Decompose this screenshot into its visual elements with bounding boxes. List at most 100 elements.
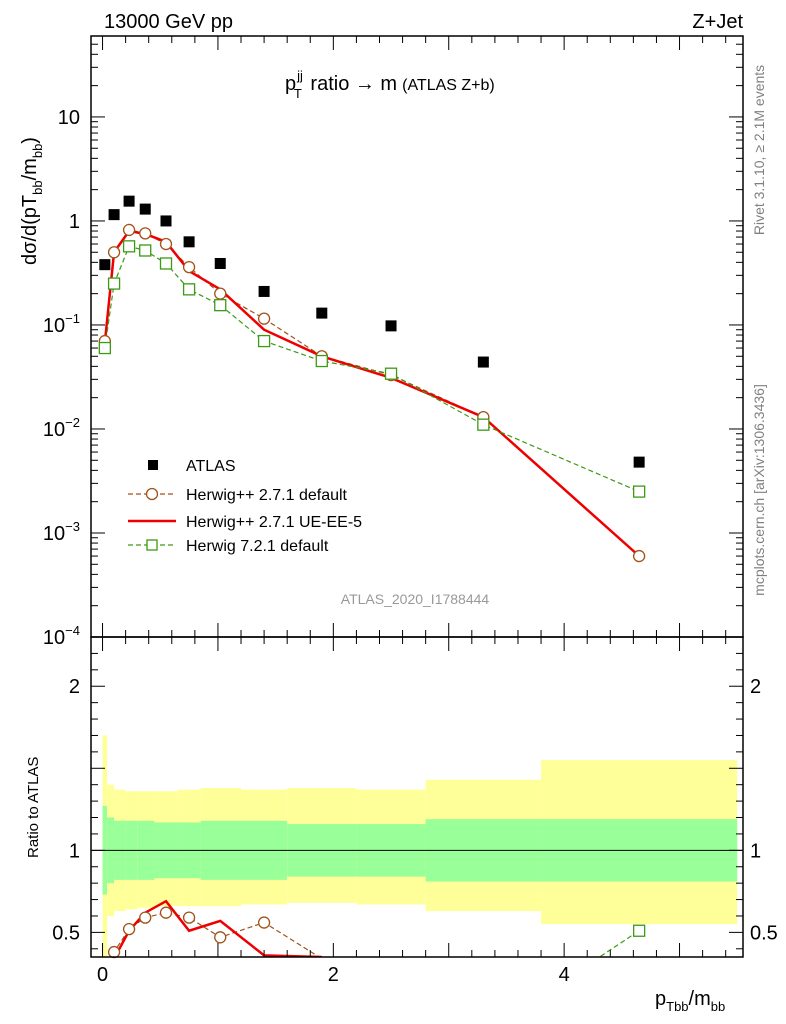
data-point-circle bbox=[182, 911, 196, 924]
xlabel-sub: Tbb bbox=[666, 999, 688, 1014]
y-tick-label-base: 10 bbox=[43, 523, 65, 545]
y-tick-label-ratio: 1 bbox=[69, 840, 80, 862]
y-tick-label-exp: −2 bbox=[65, 415, 80, 430]
data-point-circle bbox=[107, 246, 121, 259]
ylabel-main-close: ) bbox=[19, 137, 41, 144]
side-label-bottom: mcplots.cern.ch [arXiv:1306.3436] bbox=[751, 384, 767, 596]
panel-title-small: (ATLAS Z+b) bbox=[402, 77, 495, 94]
series-line-main bbox=[104, 229, 640, 557]
series-line-main bbox=[104, 245, 640, 493]
y-tick-label-ratio: 2 bbox=[69, 676, 80, 698]
panel-title-sub: T bbox=[294, 86, 302, 101]
data-point-square bbox=[107, 277, 121, 290]
legend-marker-herwig271-default bbox=[145, 487, 159, 501]
legend-item-herwig721-default: Herwig 7.2.1 default bbox=[128, 538, 329, 555]
legend-item-herwig271-default: Herwig++ 2.7.1 default bbox=[128, 487, 348, 504]
ylabel-main-a: dσ/d(pT bbox=[19, 195, 41, 265]
data-point-atlas bbox=[385, 320, 397, 332]
data-point-atlas bbox=[139, 203, 151, 215]
x-tick-label: 2 bbox=[328, 964, 339, 986]
panel-title-rest: ratio → m bbox=[305, 73, 397, 95]
data-point-circle bbox=[257, 312, 271, 325]
data-point-circle bbox=[159, 237, 173, 251]
y-tick-label-exp: −3 bbox=[65, 519, 80, 534]
data-point-atlas bbox=[214, 257, 226, 269]
y-tick-label-main: 10−4 bbox=[43, 623, 80, 649]
data-point-square bbox=[122, 240, 136, 253]
panel-title-p: p bbox=[285, 73, 296, 95]
data-point-atlas bbox=[183, 236, 195, 248]
y-tick-label-main: 10−3 bbox=[43, 519, 80, 545]
y-axis-label-ratio: Ratio to ATLAS bbox=[25, 757, 42, 858]
y-tick-label-exp: −1 bbox=[65, 311, 80, 326]
ylabel-main-sub2: bb bbox=[30, 144, 45, 158]
data-point-square bbox=[182, 283, 196, 296]
data-point-square bbox=[257, 334, 271, 348]
data-point-circle bbox=[214, 931, 227, 944]
header-right: Z+Jet bbox=[692, 11, 743, 33]
xlabel-p: p bbox=[655, 988, 666, 1010]
legend-marker-atlas bbox=[148, 460, 158, 470]
watermark: ATLAS_2020_I1788444 bbox=[341, 591, 490, 607]
y-tick-label-ratio-right: 0.5 bbox=[750, 922, 778, 944]
data-point-circle bbox=[139, 911, 152, 924]
ratio-uncertainty-bands bbox=[91, 735, 743, 957]
y-tick-label-base: 10 bbox=[43, 627, 65, 649]
x-tick-label: 0 bbox=[97, 964, 108, 986]
y-tick-label-base: 10 bbox=[43, 315, 65, 337]
y-tick-label-base: 10 bbox=[43, 419, 65, 441]
header-left: 13000 GeV pp bbox=[104, 11, 233, 33]
data-point-circle bbox=[214, 287, 227, 300]
data-point-atlas bbox=[99, 259, 111, 271]
legend-label-atlas: ATLAS bbox=[186, 458, 236, 475]
y-tick-label-ratio-right: 1 bbox=[750, 840, 761, 862]
side-label-top: Rivet 3.1.10, ≥ 2.1M events bbox=[751, 65, 767, 235]
data-point-square bbox=[98, 341, 111, 355]
panel-title-sup: jj bbox=[296, 68, 303, 83]
legend-item-atlas: ATLAS bbox=[148, 458, 236, 475]
legend-label-herwig271-ue: Herwig++ 2.7.1 UE-EE-5 bbox=[186, 514, 362, 531]
y-tick-label-main: 1 bbox=[69, 211, 80, 233]
data-point-square bbox=[139, 244, 152, 257]
data-point-circle bbox=[257, 916, 271, 929]
legend-item-herwig271-ue: Herwig++ 2.7.1 UE-EE-5 bbox=[128, 514, 362, 531]
data-point-square bbox=[214, 299, 227, 312]
y-tick-label-base: 10 bbox=[58, 107, 80, 129]
data-point-square bbox=[632, 485, 646, 498]
y-tick-label-main: 10−2 bbox=[43, 415, 80, 441]
x-axis-label: pTbb/mbb bbox=[655, 988, 725, 1014]
data-point-atlas bbox=[633, 456, 645, 468]
ylabel-main-b: /m bbox=[19, 158, 41, 180]
data-point-square bbox=[159, 257, 173, 270]
y-axis-label-main: dσ/d(pTbb/mbb) bbox=[19, 137, 45, 265]
data-point-atlas bbox=[316, 307, 328, 319]
data-point-atlas bbox=[258, 285, 270, 297]
series-line-ratio bbox=[598, 930, 640, 957]
legend-label-herwig721-default: Herwig 7.2.1 default bbox=[186, 538, 329, 555]
y-tick-label-base: 1 bbox=[69, 211, 80, 233]
data-point-square bbox=[477, 418, 490, 431]
data-point-square bbox=[632, 924, 646, 937]
series-line-ratio bbox=[112, 912, 321, 957]
legend-label-herwig271-default: Herwig++ 2.7.1 default bbox=[186, 487, 348, 504]
data-point-circle bbox=[182, 260, 196, 274]
data-point-circle bbox=[139, 227, 152, 240]
ylabel-main-sub: bb bbox=[30, 180, 45, 194]
data-point-circle bbox=[159, 906, 173, 919]
ratio-frame bbox=[90, 636, 744, 958]
y-tick-label-main: 10 bbox=[58, 107, 80, 129]
data-point-circle bbox=[632, 549, 646, 563]
y-tick-label-main: 10−1 bbox=[43, 311, 80, 337]
panel-title: pjj T ratio → m (ATLAS Z+b) bbox=[285, 68, 495, 101]
xlabel-sub2: bb bbox=[711, 999, 725, 1014]
xlabel-rest: /m bbox=[689, 988, 711, 1010]
data-point-atlas bbox=[160, 215, 172, 227]
data-point-atlas bbox=[123, 195, 135, 207]
data-point-square bbox=[315, 354, 328, 368]
legend-marker-herwig721-default bbox=[146, 539, 158, 551]
main-series-group bbox=[103, 229, 640, 557]
y-tick-label-exp: −4 bbox=[65, 623, 80, 638]
y-tick-label-ratio: 0.5 bbox=[52, 922, 80, 944]
